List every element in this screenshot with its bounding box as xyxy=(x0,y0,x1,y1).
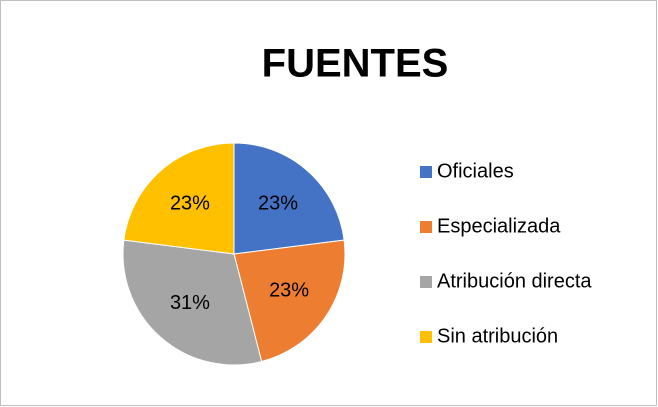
pie-slice xyxy=(122,239,263,366)
legend-label: Especializada xyxy=(437,215,561,237)
data-label: 23% xyxy=(258,192,298,214)
data-label: 31% xyxy=(170,292,210,314)
chart-title: FUENTES xyxy=(262,42,449,86)
pie-slice xyxy=(123,142,235,255)
data-label: 23% xyxy=(269,280,309,302)
legend-swatch xyxy=(420,331,432,343)
pie-slice xyxy=(233,142,345,255)
data-label: 23% xyxy=(170,192,210,214)
legend-swatch xyxy=(420,166,432,178)
legend-label: Oficiales xyxy=(437,160,514,182)
legend-label: Atribución directa xyxy=(437,270,592,292)
pie-slice xyxy=(233,239,346,363)
legend-swatch xyxy=(420,276,432,288)
legend-label: Sin atribución xyxy=(437,325,558,347)
legend-swatch xyxy=(420,221,432,233)
